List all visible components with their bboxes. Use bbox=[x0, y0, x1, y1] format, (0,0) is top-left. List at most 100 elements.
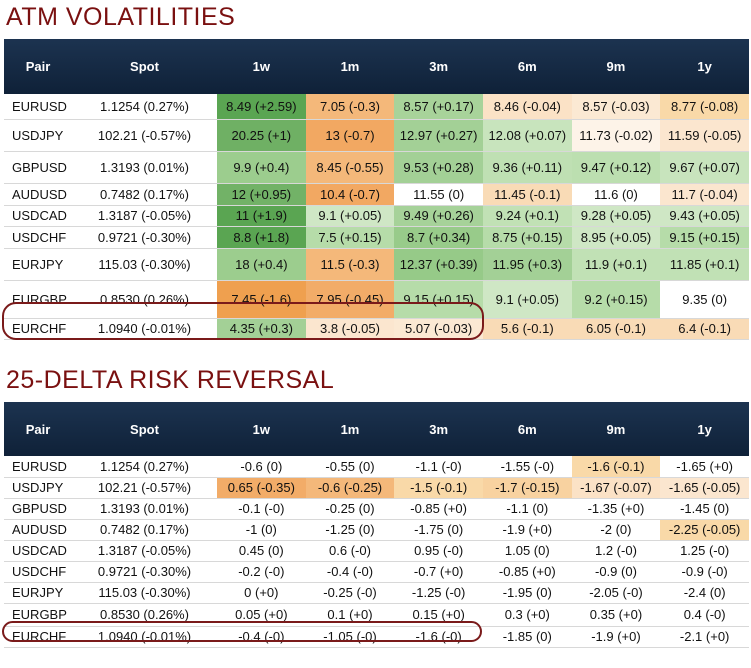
rr-section-title: 25-DELTA RISK REVERSAL bbox=[6, 366, 335, 394]
spot-value: 1.3187 (-0.05%) bbox=[72, 540, 217, 562]
pair-label: USDJPY bbox=[4, 477, 72, 499]
rr-cell-9m: -2.05 (-0) bbox=[571, 582, 661, 604]
atm-cell-1w: 4.35 (+0.3) bbox=[217, 318, 306, 340]
atm-header-9m: 9m bbox=[571, 39, 661, 94]
spot-value: 0.8530 (0.26%) bbox=[72, 603, 217, 627]
rr-cell-3m: -0.85 (+0) bbox=[394, 498, 483, 520]
atm-header-1m: 1m bbox=[305, 39, 395, 94]
atm-cell-9m: 11.73 (-0.02) bbox=[571, 119, 661, 152]
spot-value: 1.3187 (-0.05%) bbox=[72, 205, 217, 227]
rr-cell-1w: 0.45 (0) bbox=[217, 540, 306, 562]
rr-cell-1w: -0.1 (-0) bbox=[217, 498, 306, 520]
rr-row-usdcad: USDCAD 1.3187 (-0.05%) 0.45 (0) 0.6 (-0) 0.9… bbox=[4, 540, 749, 562]
spot-value: 1.3193 (0.01%) bbox=[72, 498, 217, 520]
atm-cell-1m: 10.4 (-0.7) bbox=[305, 183, 395, 206]
eurgbp-rr-highlight bbox=[2, 621, 482, 642]
rr-cell-1y: 0.4 (-0) bbox=[660, 603, 749, 627]
pair-label: EURJPY bbox=[4, 582, 72, 604]
atm-cell-1m: 9.1 (+0.05) bbox=[305, 205, 395, 227]
rr-cell-6m: 1.05 (0) bbox=[482, 540, 572, 562]
atm-header-row: Pair Spot 1w 1m 3m 6m 9m 1y bbox=[4, 39, 749, 94]
pair-label: AUDUSD bbox=[4, 183, 72, 206]
atm-cell-1y: 6.4 (-0.1) bbox=[660, 318, 749, 340]
atm-cell-1m: 7.05 (-0.3) bbox=[305, 94, 395, 120]
pair-label: USDJPY bbox=[4, 119, 72, 152]
rr-header-9m: 9m bbox=[571, 402, 661, 456]
atm-cell-3m: 12.97 (+0.27) bbox=[394, 119, 483, 152]
atm-cell-3m: 11.55 (0) bbox=[394, 183, 483, 206]
atm-header-spot: Spot bbox=[72, 39, 217, 94]
spot-value: 115.03 (-0.30%) bbox=[72, 248, 217, 281]
rr-cell-1y: 1.25 (-0) bbox=[660, 540, 749, 562]
rr-row-eurjpy: EURJPY 115.03 (-0.30%) 0 (+0) -0.25 (-0) -1.… bbox=[4, 582, 749, 604]
pair-label: USDCAD bbox=[4, 205, 72, 227]
atm-cell-6m: 11.45 (-0.1) bbox=[482, 183, 572, 206]
spot-value: 0.7482 (0.17%) bbox=[72, 519, 217, 541]
atm-cell-1m: 11.5 (-0.3) bbox=[305, 248, 395, 281]
atm-cell-1y: 8.77 (-0.08) bbox=[660, 94, 749, 120]
rr-header-1w: 1w bbox=[217, 402, 306, 456]
rr-cell-3m: -1.25 (-0) bbox=[394, 582, 483, 604]
atm-cell-9m: 11.6 (0) bbox=[571, 183, 661, 206]
atm-cell-1y: 11.85 (+0.1) bbox=[660, 248, 749, 281]
rr-cell-1m: -1.25 (0) bbox=[305, 519, 395, 541]
rr-cell-1m: -0.55 (0) bbox=[305, 456, 395, 478]
spot-value: 102.21 (-0.57%) bbox=[72, 119, 217, 152]
pair-label: USDCHF bbox=[4, 561, 72, 583]
atm-row-eurchf: EURCHF 1.0940 (-0.01%) 4.35 (+0.3) 3.8 (-0.… bbox=[4, 318, 749, 340]
atm-cell-9m: 8.95 (+0.05) bbox=[571, 226, 661, 249]
rr-cell-3m: -1.1 (-0) bbox=[394, 456, 483, 478]
spot-value: 0.7482 (0.17%) bbox=[72, 183, 217, 206]
rr-cell-9m: 0.35 (+0) bbox=[571, 603, 661, 627]
atm-cell-1m: 8.45 (-0.55) bbox=[305, 151, 395, 184]
atm-volatility-table: Pair Spot 1w 1m 3m 6m 9m 1y EURUSD 1.1254 (0.27%… bbox=[4, 39, 749, 340]
spot-value: 0.9721 (-0.30%) bbox=[72, 561, 217, 583]
rr-cell-1y: -0.9 (-0) bbox=[660, 561, 749, 583]
atm-header-6m: 6m bbox=[482, 39, 572, 94]
atm-row-usdchf: USDCHF 0.9721 (-0.30%) 8.8 (+1.8) 7.5 (+0.1… bbox=[4, 226, 749, 249]
atm-cell-9m: 8.57 (-0.03) bbox=[571, 94, 661, 120]
rr-cell-3m: 0.95 (-0) bbox=[394, 540, 483, 562]
atm-cell-1m: 7.95 (-0.45) bbox=[305, 280, 395, 319]
atm-cell-3m: 5.07 (-0.03) bbox=[394, 318, 483, 340]
eurgbp-atm-highlight bbox=[2, 302, 484, 340]
pair-label: EURGBP bbox=[4, 603, 72, 627]
rr-header-pair: Pair bbox=[4, 402, 72, 456]
atm-cell-3m: 9.53 (+0.28) bbox=[394, 151, 483, 184]
atm-cell-1y: 9.67 (+0.07) bbox=[660, 151, 749, 184]
rr-header-6m: 6m bbox=[482, 402, 572, 456]
atm-row-eurjpy: EURJPY 115.03 (-0.30%) 18 (+0.4) 11.5 (-0.3… bbox=[4, 248, 749, 281]
atm-cell-1y: 9.35 (0) bbox=[660, 280, 749, 319]
atm-cell-6m: 5.6 (-0.1) bbox=[482, 318, 572, 340]
atm-cell-1y: 11.7 (-0.04) bbox=[660, 183, 749, 206]
rr-cell-3m: -1.75 (0) bbox=[394, 519, 483, 541]
rr-cell-3m: 0.15 (+0) bbox=[394, 603, 483, 627]
rr-row-usdjpy: USDJPY 102.21 (-0.57%) 0.65 (-0.35) -0.6 (-… bbox=[4, 477, 749, 499]
atm-cell-1w: 20.25 (+1) bbox=[217, 119, 306, 152]
rr-cell-1w: -0.2 (-0) bbox=[217, 561, 306, 583]
rr-cell-1y: -2.25 (-0.05) bbox=[660, 519, 749, 541]
atm-cell-9m: 6.05 (-0.1) bbox=[571, 318, 661, 340]
atm-row-usdcad: USDCAD 1.3187 (-0.05%) 11 (+1.9) 9.1 (+0.05… bbox=[4, 205, 749, 227]
rr-cell-1w: -1 (0) bbox=[217, 519, 306, 541]
rr-header-1m: 1m bbox=[305, 402, 395, 456]
atm-cell-6m: 11.95 (+0.3) bbox=[482, 248, 572, 281]
atm-cell-1y: 9.15 (+0.15) bbox=[660, 226, 749, 249]
pair-label: GBPUSD bbox=[4, 151, 72, 184]
rr-header-3m: 3m bbox=[394, 402, 483, 456]
rr-cell-1m: -0.25 (-0) bbox=[305, 582, 395, 604]
risk-reversal-table: Pair Spot 1w 1m 3m 6m 9m 1y EURUSD 1.1254 (0.27%… bbox=[4, 402, 749, 648]
rr-cell-9m: -1.6 (-0.1) bbox=[571, 456, 661, 478]
atm-cell-6m: 9.24 (+0.1) bbox=[482, 205, 572, 227]
rr-cell-1w: -0.6 (0) bbox=[217, 456, 306, 478]
atm-cell-1m: 13 (-0.7) bbox=[305, 119, 395, 152]
pair-label: USDCHF bbox=[4, 226, 72, 249]
pair-label: GBPUSD bbox=[4, 498, 72, 520]
atm-cell-6m: 9.36 (+0.11) bbox=[482, 151, 572, 184]
spot-value: 1.1254 (0.27%) bbox=[72, 456, 217, 478]
pair-label: USDCAD bbox=[4, 540, 72, 562]
rr-cell-1y: -1.65 (+0) bbox=[660, 456, 749, 478]
atm-cell-9m: 11.9 (+0.1) bbox=[571, 248, 661, 281]
atm-row-eurgbp: EURGBP 0.8530 (0.26%) 7.45 (-1.6) 7.95 (-0.… bbox=[4, 280, 749, 319]
atm-cell-1y: 11.59 (-0.05) bbox=[660, 119, 749, 152]
